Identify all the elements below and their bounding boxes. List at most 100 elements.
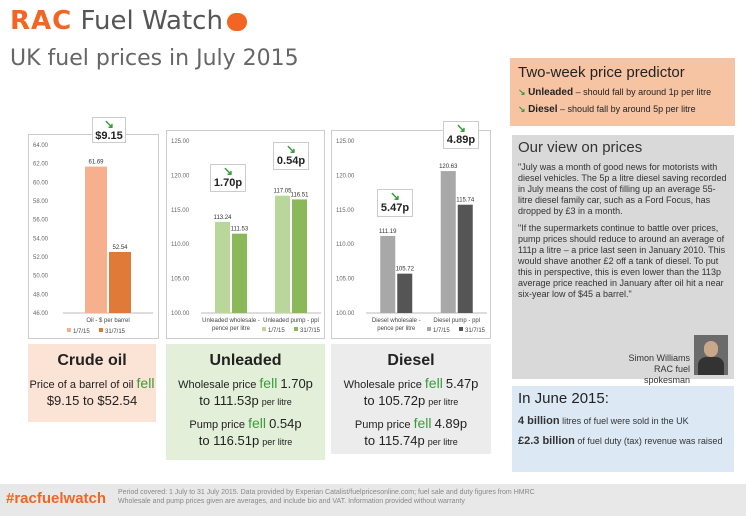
footer <box>0 484 746 516</box>
y-tick-label: 105.00 <box>336 277 355 283</box>
june-line1: 4 billion litres of fuel were sold in th… <box>518 415 734 427</box>
pump-amount: 0.54p <box>269 416 302 431</box>
y-tick-label: 46.00 <box>33 311 49 317</box>
june-line2: £2.3 billion of fuel duty (tax) revenue … <box>518 435 734 447</box>
legend-label: 1/7/15 <box>433 328 450 334</box>
predictor-unleaded-label: Unleaded <box>528 87 574 98</box>
per-litre: per litre <box>261 397 292 407</box>
down-arrow-icon: ↘ <box>285 142 297 156</box>
bar <box>292 199 307 313</box>
crude-line1: Price of a barrel of oil <box>29 379 134 391</box>
june-litres-text: litres of fuel were sold in the UK <box>562 416 689 426</box>
wholesale-amount: 1.70p <box>280 376 313 391</box>
legend-label: 31/7/15 <box>300 328 321 334</box>
legend-swatch <box>459 327 463 331</box>
june-title: In June 2015: <box>518 390 609 407</box>
data-label: 115.74 <box>456 198 475 204</box>
fell-word: fell <box>413 415 432 431</box>
footnote-line2: Wholesale and pump prices given are aver… <box>118 498 465 505</box>
pump-to: to 115.74p <box>364 433 425 448</box>
crude-title: Crude oil <box>57 352 127 369</box>
crude-oil-chart: 64.00 62.00 60.00 58.00 56.00 54.00 52.00 50.00… <box>33 143 153 335</box>
crude-chart-box: 64.00 62.00 60.00 58.00 56.00 54.00 52.00 50.00… <box>28 134 159 339</box>
wholesale-to: to 105.72p <box>363 393 426 408</box>
pump-to: to 116.51p <box>198 433 260 448</box>
data-label: 113.24 <box>214 215 233 221</box>
data-label: 111.53 <box>231 227 249 233</box>
unleaded-callout-pump: ↘ 0.54p <box>273 142 309 170</box>
diesel-callout-pump: ↘ 4.89p <box>443 121 479 149</box>
pump-label: Pump price <box>189 419 246 431</box>
callout-value: 0.54p <box>276 155 306 167</box>
june-stats: In June 2015: 4 billion litres of fuel w… <box>512 386 734 472</box>
crude-callout: ↘ $9.15 <box>92 117 126 143</box>
june-duty-text: of fuel duty (tax) revenue was raised <box>577 436 723 446</box>
data-label: 116.51 <box>291 192 310 198</box>
spokesman-role: RAC fuel spokesman <box>643 364 690 385</box>
wholesale-label: Wholesale price <box>178 379 257 391</box>
predictor-diesel: ↘ Diesel – should fall by around 5p per … <box>518 104 735 115</box>
hashtag: #racfuelwatch <box>6 490 107 507</box>
down-arrow-icon: ↘ <box>455 121 467 135</box>
y-tick-label: 125.00 <box>171 139 190 145</box>
june-litres: 4 billion <box>518 415 560 427</box>
data-label: 52.54 <box>112 245 128 251</box>
y-tick-label: 100.00 <box>336 311 355 317</box>
y-tick-label: 120.00 <box>336 173 355 179</box>
legend-swatch <box>427 327 431 331</box>
bar <box>85 166 107 313</box>
pump-amount: 4.89p <box>434 416 468 431</box>
fell-word: fell <box>424 375 443 391</box>
legend-label: 31/7/15 <box>465 328 486 334</box>
per-litre: per litre <box>262 437 293 447</box>
predictor-title: Two-week price predictor <box>518 64 685 81</box>
logo: RAC Fuel Watch <box>10 6 247 36</box>
callout-value: 1.70p <box>213 177 243 189</box>
june-duty: £2.3 billion <box>518 435 575 447</box>
y-tick-label: 52.00 <box>33 255 49 261</box>
category-label: pence per litre <box>212 326 251 332</box>
category-label: Diesel wholesale - <box>372 318 421 324</box>
y-tick-label: 125.00 <box>336 139 355 145</box>
y-tick-label: 105.00 <box>171 277 190 283</box>
category-label: Diesel pump - ppl <box>433 318 480 324</box>
bar <box>457 204 473 313</box>
y-tick-label: 100.00 <box>171 311 190 317</box>
y-tick-label: 54.00 <box>33 236 49 242</box>
crude-line2: $9.15 to $52.54 <box>46 393 138 408</box>
footnote: Period covered: 1 July to 31 July 2015. … <box>118 488 588 506</box>
unleaded-callout-wholesale: ↘ 1.70p <box>210 164 246 192</box>
wholesale-label: Wholesale price <box>343 379 422 391</box>
diesel-chart: 125.00 120.00 115.00 110.00 105.00 100.00 111.… <box>336 139 487 334</box>
y-tick-label: 115.00 <box>336 208 355 214</box>
unleaded-panel: Unleaded Wholesale price fell 1.70p to 11… <box>166 344 325 460</box>
legend-label: 31/7/15 <box>105 329 126 335</box>
y-tick-label: 115.00 <box>171 208 190 214</box>
predictor-unleaded-text: – should fall by around 1p per litre <box>575 87 712 97</box>
callout-value: 5.47p <box>380 202 410 214</box>
wholesale-to: to 111.53p <box>199 393 259 408</box>
spokesman-photo <box>694 335 728 375</box>
logo-text: Fuel Watch <box>80 6 223 36</box>
predictor-diesel-label: Diesel <box>528 104 558 115</box>
y-tick-label: 58.00 <box>33 199 49 205</box>
category-label: Oil - $ per barrel <box>86 318 129 324</box>
y-tick-label: 110.00 <box>336 242 355 248</box>
pump-label: Pump price <box>354 419 411 431</box>
footnote-line1: Period covered: 1 July to 31 July 2015. … <box>118 489 535 496</box>
y-tick-label: 48.00 <box>33 292 49 298</box>
diesel-chart-box: 125.00 120.00 115.00 110.00 105.00 100.00 111.… <box>331 130 491 339</box>
spokesman-name: Simon Williams <box>628 353 690 363</box>
down-arrow-icon: ↘ <box>389 189 401 203</box>
data-label: 111.19 <box>379 229 397 235</box>
diesel-title: Diesel <box>387 352 435 369</box>
diesel-panel: Diesel Wholesale price fell 5.47p to 105.… <box>331 344 491 454</box>
bar <box>440 171 456 313</box>
y-tick-label: 110.00 <box>171 242 190 248</box>
fuel-pump-icon <box>226 12 247 31</box>
data-label: 105.72 <box>396 267 415 273</box>
unleaded-chart: 125.00 120.00 115.00 110.00 105.00 100.00 113.… <box>171 139 321 334</box>
view-title: Our view on prices <box>518 139 643 156</box>
fell-word: fell <box>136 375 155 391</box>
category-label: Unleaded pump - ppl <box>263 318 319 324</box>
